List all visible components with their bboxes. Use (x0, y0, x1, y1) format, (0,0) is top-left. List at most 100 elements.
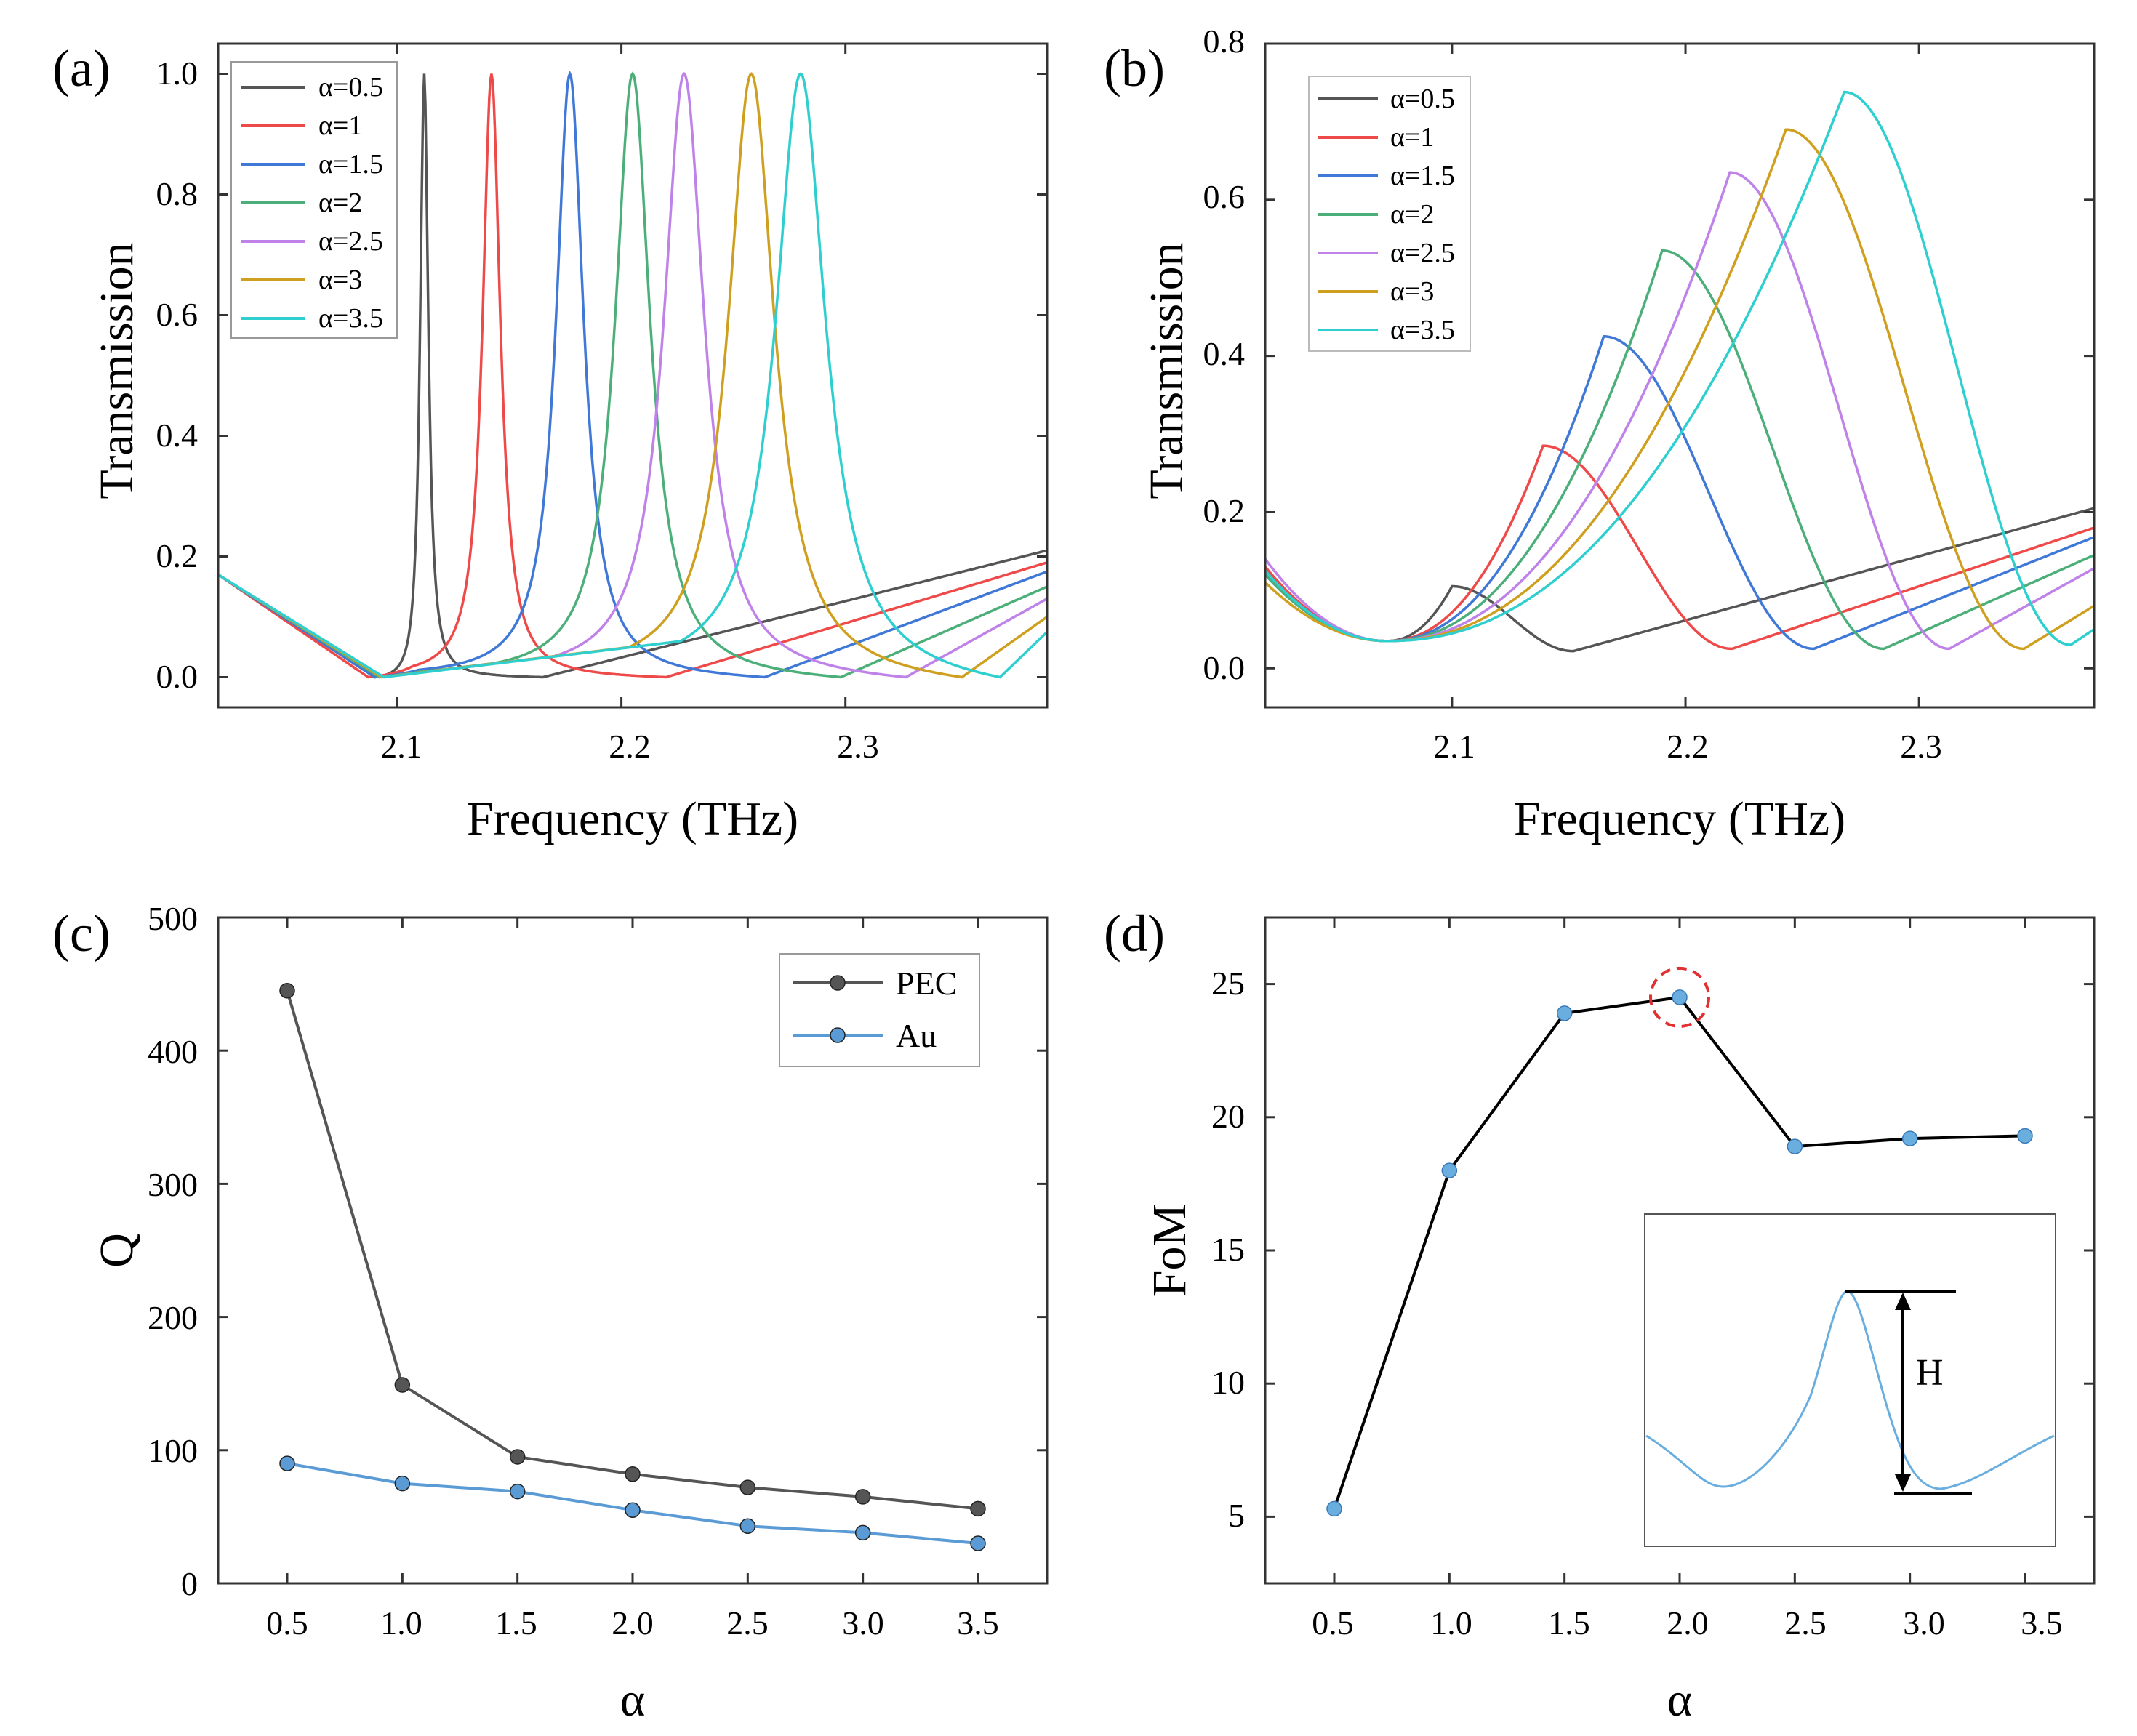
panel-c-legend-entry: Au (896, 1017, 937, 1054)
panel-b-ytick: 0.4 (1203, 335, 1246, 372)
panel-a-series-alpha-3.5 (217, 72, 1049, 679)
panel-a-legend-entry: α=2.5 (318, 226, 383, 257)
panel-d-point (1901, 1130, 1918, 1146)
panel-d-ytick: 20 (1211, 1098, 1245, 1135)
panel-b-ytick: 0.8 (1203, 23, 1246, 60)
panel-c-xtick: 1.0 (380, 1604, 422, 1641)
panel-d-inset-frame (1644, 1213, 2056, 1547)
panel-b-xtick: 2.2 (1667, 728, 1709, 765)
panel-c-xtick: 2.5 (726, 1604, 769, 1641)
panel-d-point (1787, 1138, 1803, 1154)
panel-c-ytick: 100 (148, 1432, 198, 1469)
panel-d-xlabel: α (1667, 1673, 1693, 1727)
panel-a-legend-entry: α=3.5 (318, 303, 383, 334)
panel-b-legend-entry: α=2 (1390, 199, 1434, 230)
panel-b-xlabel: Frequency (THz) (1514, 792, 1845, 845)
panel-a-frame (217, 42, 1049, 709)
panel-c-ytick: 500 (148, 900, 198, 937)
panel-c-point-pec (625, 1466, 641, 1482)
panel-a-ticks (218, 44, 1047, 707)
panel-b-ylabel: Transmission (1140, 242, 1193, 499)
panel-a-ylabel: Transmission (90, 242, 143, 499)
panel-a-xlabel: Frequency (THz) (467, 792, 798, 845)
panel-c-point-au (625, 1502, 641, 1518)
panel-b-legend-entry: α=2.5 (1390, 238, 1455, 268)
panel-b-legend-entry: α=1.5 (1390, 161, 1455, 191)
panel-d-ytick: 15 (1211, 1231, 1245, 1268)
panel-a-legend-entry: α=1.5 (318, 149, 383, 180)
panel-d-xtick: 2.5 (1784, 1604, 1827, 1641)
panel-b-ytick: 0.2 (1203, 492, 1246, 529)
panel-c-point-pec (509, 1449, 526, 1465)
panel-c-ytick: 0 (181, 1565, 198, 1602)
panel-a-ytick: 1.0 (156, 55, 199, 92)
panel-c-legend-marker (830, 1027, 846, 1043)
panel-d-plot (1326, 966, 2033, 1517)
panel-a-xtick: 2.1 (380, 728, 422, 765)
panel-a-legend-entry: α=3 (318, 265, 362, 295)
panel-b-series-alpha-1 (1264, 444, 2095, 651)
panel-c-xtick: 2.0 (612, 1604, 654, 1641)
panel-b-legend-entry: α=1 (1390, 122, 1434, 153)
panel-a-curves (217, 70, 1049, 679)
panel-c-point-pec (970, 1500, 986, 1517)
panel-b: (b) 2.1 2.2 2.3 0.0 0.2 0.4 0.6 0.8 Freq… (1104, 23, 2096, 845)
panel-a-legend (230, 61, 398, 339)
panel-a-legend-swatches (241, 86, 305, 320)
panel-c-ylabel: Q (90, 1233, 143, 1268)
panel-c-xtick: 3.0 (842, 1604, 884, 1641)
panel-c-point-pec (854, 1489, 871, 1505)
panel-a-label: (a) (52, 39, 111, 97)
panel-c-ticks (218, 916, 1047, 1585)
panel-a-legend-entry: α=1 (318, 110, 362, 141)
panel-c-xtick: 0.5 (266, 1604, 308, 1641)
panel-a-legend-entry: α=0.5 (318, 72, 383, 103)
panel-b-xtick: 2.3 (1900, 728, 1942, 765)
panel-d-label: (d) (1104, 904, 1165, 963)
panel-c-point-au (970, 1535, 986, 1551)
panel-d-xtick: 1.5 (1548, 1604, 1590, 1641)
panel-c-point-au (509, 1483, 526, 1500)
panel-b-ytick: 0.0 (1203, 649, 1246, 686)
panel-a-ytick: 0.2 (156, 537, 199, 574)
panel-c-xlabel: α (620, 1673, 646, 1727)
panel-a-series-alpha-1 (217, 73, 1048, 679)
panel-c-xtick: 3.5 (957, 1604, 999, 1641)
panel-c-ytick: 200 (148, 1299, 198, 1336)
panel-d: (d) 0.5 1.0 1.5 2.0 2.5 3.0 3.5 5 10 15 … (1104, 904, 2096, 1727)
panel-d-ytick: 10 (1211, 1364, 1245, 1401)
panel-c-legend (779, 953, 980, 1067)
panel-c-point-au (854, 1524, 871, 1541)
panel-b-ytick: 0.6 (1203, 178, 1246, 215)
panel-d-inset-arrow-head-top (1895, 1293, 1911, 1310)
panel-c-plot (279, 983, 986, 1551)
panel-d-inset-arrow-head-bottom (1895, 1474, 1911, 1492)
panel-d-ticks (1265, 917, 2094, 1583)
panel-c-legend-swatches (793, 975, 883, 1043)
panel-c-point-au (394, 1475, 411, 1492)
panel-d-xtick: 3.0 (1903, 1604, 1945, 1641)
panel-b-legend-swatches (1318, 97, 1378, 331)
panel-c-ytick: 300 (148, 1166, 198, 1203)
panel-c-legend-marker (830, 975, 846, 991)
panel-d-ylabel: FoM (1143, 1204, 1196, 1297)
panel-b-xtick: 2.1 (1433, 728, 1475, 765)
panel-b-legend-entry: α=0.5 (1390, 84, 1455, 114)
panel-b-legend-entry: α=3.5 (1390, 315, 1455, 345)
panel-c-series-line-pec (286, 990, 979, 1511)
panel-b-series-alpha-0.5 (1264, 507, 2095, 653)
panel-b-frame (1264, 42, 2096, 709)
panel-d-ytick: 25 (1211, 965, 1245, 1002)
panel-a-ytick: 0.4 (156, 417, 199, 454)
panel-d-inset-label: H (1916, 1352, 1944, 1394)
panel-a-xtick: 2.2 (609, 728, 651, 765)
panel-b-curves (1264, 90, 2095, 653)
panel-a-series-alpha-1.5 (217, 70, 1048, 679)
panel-c-point-au (279, 1455, 295, 1471)
panel-d-point (1441, 1162, 1458, 1178)
panel-b-label: (b) (1104, 39, 1165, 97)
panel-b-legend-entry: α=3 (1390, 276, 1434, 307)
panel-a-legend-entry: α=2 (318, 188, 362, 218)
panel-c-legend-entry: PEC (896, 965, 957, 1002)
